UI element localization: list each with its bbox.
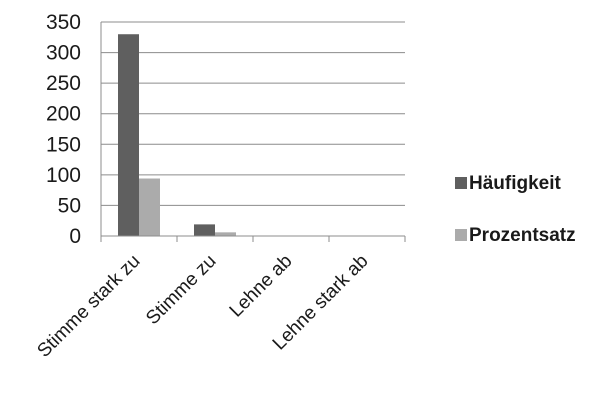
bar — [194, 224, 215, 236]
legend-label: Prozentsatz — [469, 225, 576, 246]
y-axis-tick-labels: 0 50 100 150 200 250 300 350 — [46, 11, 81, 248]
y-tick-label: 0 — [69, 225, 81, 248]
x-tick-label: Stimme zu — [142, 251, 220, 329]
y-tick-label: 50 — [58, 194, 81, 217]
bar — [118, 34, 139, 236]
legend: Häufigkeit Prozentsatz — [455, 173, 576, 246]
y-tick-label: 200 — [46, 103, 81, 126]
y-tick-label: 100 — [46, 164, 81, 187]
legend-label: Häufigkeit — [469, 173, 562, 194]
y-tick-label: 350 — [46, 11, 81, 34]
bars — [118, 34, 236, 236]
legend-swatch — [455, 229, 467, 241]
y-tick-label: 150 — [46, 133, 81, 156]
bar — [139, 178, 160, 236]
y-tick-label: 300 — [46, 42, 81, 65]
bar — [215, 232, 236, 236]
y-tick-label: 250 — [46, 72, 81, 95]
x-tick-label: Lehne ab — [226, 251, 297, 322]
grid-lines — [101, 21, 405, 206]
legend-swatch — [455, 177, 467, 189]
axes — [100, 22, 406, 242]
x-tick-label: Stimme stark zu — [33, 251, 144, 362]
